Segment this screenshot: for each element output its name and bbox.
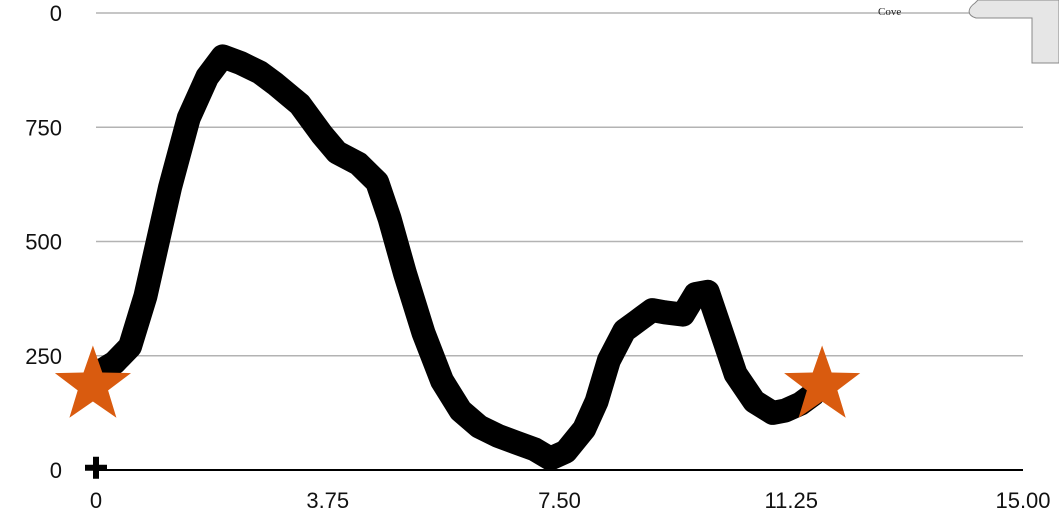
data-point <box>298 103 301 106</box>
y-tick-label: 500 <box>25 230 62 255</box>
inset-label: Cove <box>878 6 901 18</box>
data-point <box>357 162 360 165</box>
data-point <box>623 329 626 332</box>
data-point <box>515 441 518 444</box>
start-end-star-marker <box>784 345 861 418</box>
y-tick-label: 250 <box>25 344 62 369</box>
data-point <box>320 133 323 136</box>
x-tick-label: 3.75 <box>306 488 349 513</box>
data-point <box>144 295 147 298</box>
data-point <box>169 185 172 188</box>
data-point <box>128 345 131 348</box>
data-point <box>753 400 756 403</box>
data-point <box>694 293 697 296</box>
data-point <box>719 327 722 330</box>
y-tick-label: 750 <box>25 115 62 140</box>
map-inset: Cove <box>878 0 1059 64</box>
marker-layer <box>54 345 861 479</box>
inset-coastline-shape <box>968 0 1059 64</box>
data-point <box>635 320 638 323</box>
data-point <box>388 217 391 220</box>
data-point <box>221 55 224 58</box>
data-point <box>549 457 552 460</box>
data-point <box>187 117 190 120</box>
series-layer <box>84 44 825 471</box>
y-tick-label: 0 <box>50 458 62 483</box>
data-point <box>682 313 685 316</box>
data-point <box>607 359 610 362</box>
data-point <box>799 402 802 405</box>
x-tick-label: 15.00 <box>995 488 1050 513</box>
data-point <box>663 311 666 314</box>
data-point <box>274 82 277 85</box>
start-end-star-marker <box>54 345 131 418</box>
data-point <box>734 373 737 376</box>
data-point <box>240 62 243 65</box>
data-point <box>771 411 774 414</box>
data-point <box>533 448 536 451</box>
data-point <box>441 379 444 382</box>
data-point <box>784 409 787 412</box>
data-point <box>258 71 261 74</box>
y-tick-label: 0 <box>50 1 62 26</box>
data-point <box>496 434 499 437</box>
data-point <box>583 427 586 430</box>
data-point <box>376 181 379 184</box>
x-tick-labels: 0 3.75 7.50 11.25 15.00 <box>90 488 1051 513</box>
data-point <box>422 331 425 334</box>
data-point <box>564 450 567 453</box>
data-point <box>156 240 159 243</box>
x-tick-label: 11.25 <box>765 488 818 513</box>
data-point <box>336 151 339 154</box>
data-point <box>595 400 598 403</box>
data-point <box>113 361 116 364</box>
data-point <box>206 75 209 78</box>
data-point <box>459 409 462 412</box>
x-tick-label: 0 <box>90 488 102 513</box>
gridlines <box>96 12 1023 357</box>
data-point <box>404 272 406 275</box>
data-point <box>651 309 654 312</box>
data-point <box>706 290 709 293</box>
x-tick-label: 7.50 <box>538 488 581 513</box>
data-point <box>478 425 481 428</box>
plus-marker <box>85 456 107 479</box>
y-tick-labels: 0 250 500 750 0 <box>25 1 62 483</box>
series-line-0 <box>84 44 825 471</box>
